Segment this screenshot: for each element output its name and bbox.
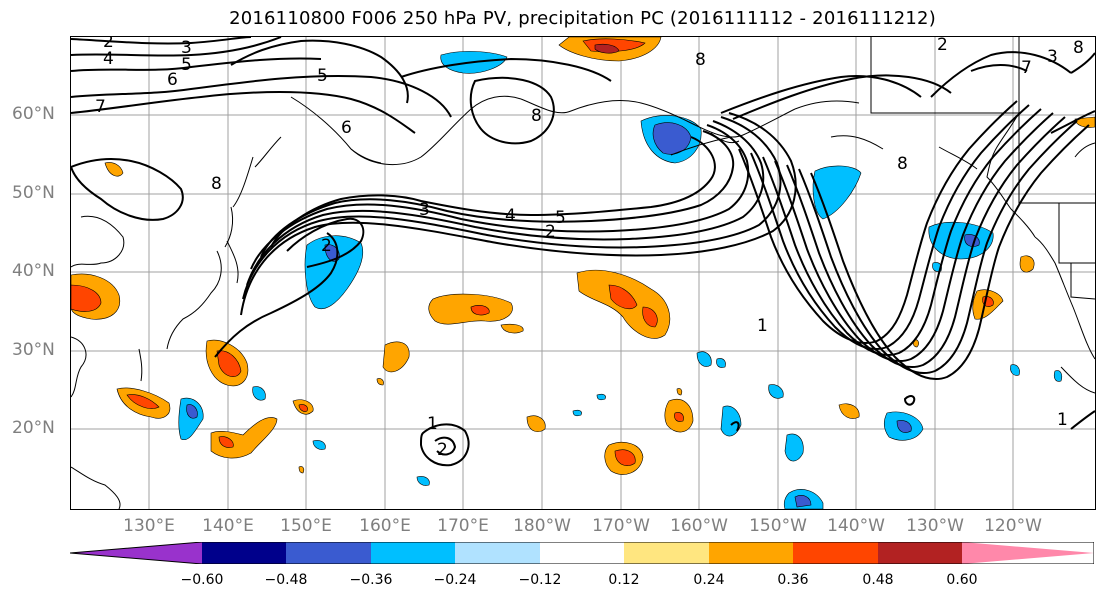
lon-label: 170°E	[437, 516, 489, 536]
contour-label: 1	[1057, 410, 1068, 430]
pv-contours	[71, 37, 1095, 467]
contour-labels: 2 3 4 5 6 7 5 6 8 8 8 3 4 5 2 2 1 1 2 8 …	[95, 37, 1084, 460]
colorbar-segment	[709, 542, 793, 564]
lon-label: 170°W	[592, 516, 650, 536]
contour-label: 5	[181, 55, 192, 75]
map-plot: 2 3 4 5 6 7 5 6 8 8 8 3 4 5 2 2 1 1 2 8 …	[71, 37, 1095, 509]
colorbar-tick-label: 0.24	[693, 572, 725, 588]
contour-label: 2	[103, 37, 114, 52]
colorbar-segment	[624, 542, 709, 564]
colorbar-segments	[70, 542, 1094, 564]
contour-label: 3	[1047, 47, 1058, 67]
colorbar-segment	[455, 542, 540, 564]
map-title: 2016110800 F006 250 hPa PV, precipitatio…	[229, 8, 936, 29]
lon-label: 150°E	[280, 516, 332, 536]
colorbar	[70, 542, 1094, 564]
contour-label: 6	[167, 70, 178, 90]
contour-label: 2	[937, 37, 948, 55]
contour-label: 3	[181, 38, 192, 58]
colorbar-segment	[962, 542, 1094, 564]
lon-label: 180°W	[513, 516, 571, 536]
colorbar-tick-label: −0.36	[349, 572, 393, 588]
lat-label: 20°N	[12, 418, 55, 438]
graticule	[71, 37, 1095, 509]
colorbar-tick-label: 0.60	[946, 572, 978, 588]
lon-label: 120°W	[984, 516, 1042, 536]
contour-label: 7	[95, 97, 106, 117]
colorbar-segment	[540, 542, 624, 564]
colorbar-tick-label: 0.48	[862, 572, 894, 588]
contour-label: 8	[211, 174, 222, 194]
colorbar-tick-label: 0.12	[608, 572, 640, 588]
contour-label: 6	[341, 118, 352, 138]
lon-label: 130°W	[906, 516, 964, 536]
lat-label: 30°N	[12, 340, 55, 360]
lon-label: 140°W	[827, 516, 885, 536]
contour-label: 8	[897, 154, 908, 174]
contour-label: 4	[505, 206, 516, 226]
contour-label: 2	[321, 236, 332, 256]
contour-label: 2	[437, 440, 448, 460]
contour-label: 3	[419, 200, 430, 220]
contour-label: 5	[555, 208, 566, 228]
contour-label: 4	[103, 49, 114, 69]
lon-label: 160°E	[359, 516, 411, 536]
lon-label: 130°E	[123, 516, 175, 536]
lon-label: 140°E	[202, 516, 254, 536]
lat-label: 40°N	[12, 261, 55, 281]
contour-label: 7	[1021, 58, 1032, 78]
colorbar-segment	[202, 542, 286, 564]
contour-label: 1	[757, 316, 768, 336]
colorbar-segment	[793, 542, 878, 564]
lat-label: 50°N	[12, 183, 55, 203]
colorbar-segment	[70, 542, 202, 564]
colorbar-segment	[286, 542, 371, 564]
colorbar-segment	[371, 542, 455, 564]
contour-label: 1	[427, 414, 438, 434]
lon-label: 150°W	[749, 516, 807, 536]
contour-label: 8	[531, 106, 542, 126]
map-panel: 2 3 4 5 6 7 5 6 8 8 8 3 4 5 2 2 1 1 2 8 …	[70, 36, 1096, 510]
precipitation-anomaly-fill	[71, 37, 1095, 509]
colorbar-tick-label: −0.24	[433, 572, 477, 588]
colorbar-tick-label: 0.36	[777, 572, 809, 588]
lon-label: 160°W	[670, 516, 728, 536]
colorbar-segment	[878, 542, 962, 564]
contour-label: 8	[695, 50, 706, 70]
lat-label: 60°N	[12, 104, 55, 124]
contour-label: 2	[545, 222, 556, 242]
colorbar-tick-label: −0.48	[264, 572, 308, 588]
colorbar-tick-label: −0.12	[518, 572, 562, 588]
contour-label: 5	[317, 66, 328, 86]
colorbar-tick-label: −0.60	[180, 572, 224, 588]
coastlines	[71, 37, 1095, 509]
contour-label: 8	[1073, 38, 1084, 58]
